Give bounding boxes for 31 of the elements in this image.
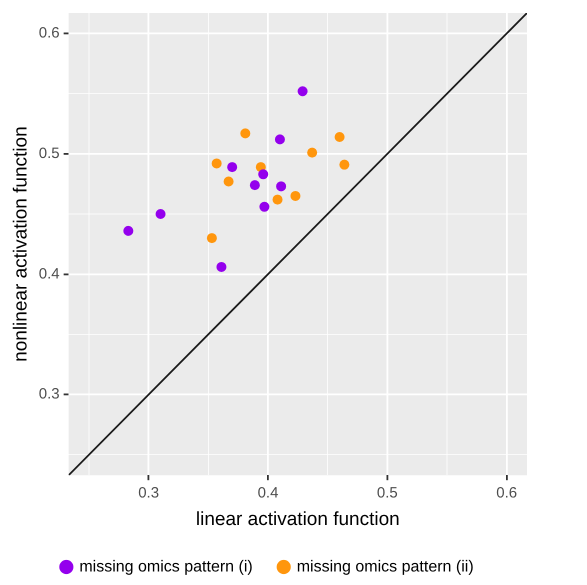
point: [258, 169, 268, 180]
point: [259, 202, 270, 212]
y-tick-label: 0.5: [38, 144, 60, 162]
y-tick-label: 0.6: [38, 24, 60, 42]
x-tick-label: 0.4: [258, 484, 278, 502]
point: [206, 233, 217, 244]
y-tick-label: 0.3: [38, 386, 60, 403]
point: [224, 176, 234, 187]
point: [250, 180, 260, 190]
point: [123, 226, 134, 236]
legend-label: missing omics pattern (i): [79, 558, 253, 576]
y-tick-label: 0.4: [38, 265, 60, 282]
y-axis-title: nonlinear activation function: [10, 126, 32, 362]
point: [156, 209, 166, 220]
x-axis-title: linear activation function: [196, 508, 400, 530]
point: [274, 134, 285, 144]
point: [290, 190, 300, 201]
point: [240, 128, 250, 138]
point: [212, 158, 222, 168]
x-tick-label: 0.5: [376, 484, 398, 502]
point: [227, 162, 238, 172]
point: [298, 86, 308, 96]
x-tick-label: 0.6: [496, 484, 518, 502]
point: [216, 262, 226, 272]
point: [307, 148, 318, 158]
legend-label: missing omics pattern (ii): [296, 558, 474, 576]
x-tick-label: 0.3: [138, 484, 160, 502]
point: [339, 160, 350, 170]
point: [276, 181, 286, 192]
point: [272, 194, 283, 205]
point: [334, 132, 345, 142]
